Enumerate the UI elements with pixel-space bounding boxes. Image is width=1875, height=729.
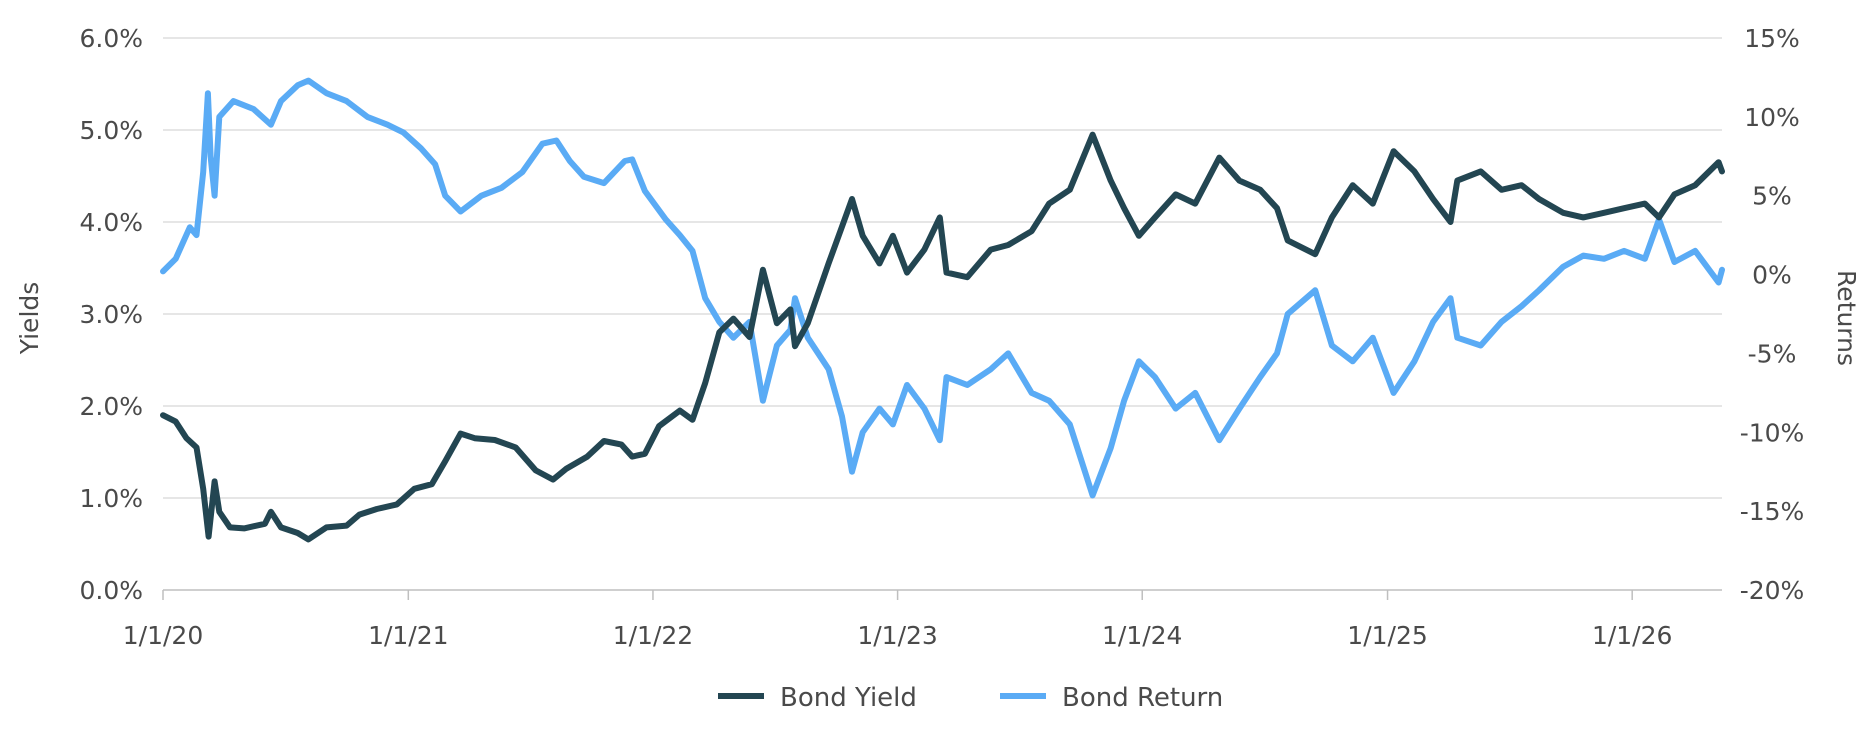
- y-left-axis-title: Yields: [15, 282, 44, 356]
- y-right-axis-title: Returns: [1832, 270, 1861, 366]
- legend-item-bond-yield: Bond Yield: [718, 683, 917, 713]
- y-left-tick-label: 1.0%: [79, 484, 143, 513]
- y-right-tick-label: -5%: [1748, 339, 1797, 368]
- x-tick-label: 1/1/26: [1592, 621, 1672, 650]
- y-left-tick-label: 2.0%: [79, 392, 143, 421]
- legend-label-bond-return: Bond Return: [1062, 683, 1223, 713]
- x-tick-label: 1/1/20: [123, 621, 203, 650]
- legend-label-bond-yield: Bond Yield: [780, 683, 917, 713]
- x-tick-label: 1/1/23: [857, 621, 937, 650]
- y-right-tick-label: -15%: [1740, 497, 1805, 526]
- y-left-tick-label: 4.0%: [79, 208, 143, 237]
- legend: Bond Yield Bond Return: [718, 683, 1223, 713]
- y-left-tick-label: 0.0%: [79, 576, 143, 605]
- y-right-tick-label: -20%: [1740, 576, 1805, 605]
- y-right-tick-label: 10%: [1744, 103, 1800, 132]
- y-right-tick-label: 5%: [1752, 182, 1792, 211]
- series-lines: [160, 77, 1725, 543]
- y-left-tick-label: 5.0%: [79, 116, 143, 145]
- x-tick-label: 1/1/21: [368, 621, 448, 650]
- series-line-bond-yield: [160, 131, 1725, 543]
- x-tick-label: 1/1/24: [1102, 621, 1182, 650]
- y-right-tick-label: 15%: [1744, 24, 1800, 53]
- y-right-tick-label: -10%: [1740, 418, 1805, 447]
- x-tick-label: 1/1/22: [613, 621, 693, 650]
- legend-item-bond-return: Bond Return: [1000, 683, 1223, 713]
- y-right-tick-label: 0%: [1752, 261, 1792, 290]
- x-tick-label: 1/1/25: [1347, 621, 1427, 650]
- axes: 0.0% 1.0% 2.0% 3.0% 4.0% 5.0% 6.0% -20% -15% -10%…: [79, 24, 1804, 650]
- series-line-bond-return: [160, 77, 1725, 499]
- y-left-tick-label: 6.0%: [79, 24, 143, 53]
- y-left-tick-label: 3.0%: [79, 300, 143, 329]
